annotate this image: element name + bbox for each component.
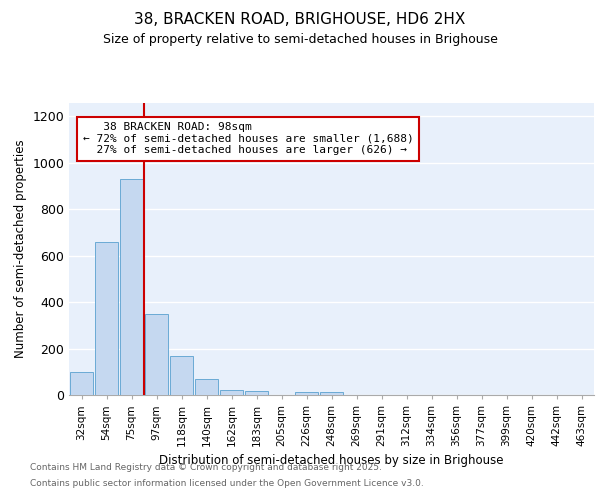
Text: 38 BRACKEN ROAD: 98sqm
← 72% of semi-detached houses are smaller (1,688)
  27% o: 38 BRACKEN ROAD: 98sqm ← 72% of semi-det…: [83, 122, 413, 156]
Text: Size of property relative to semi-detached houses in Brighouse: Size of property relative to semi-detach…: [103, 32, 497, 46]
Bar: [120, 179, 143, 395]
X-axis label: Distribution of semi-detached houses by size in Brighouse: Distribution of semi-detached houses by …: [159, 454, 504, 468]
Bar: [220, 390, 243, 395]
Bar: [95, 242, 118, 395]
Bar: [170, 356, 193, 395]
Text: Contains HM Land Registry data © Crown copyright and database right 2025.: Contains HM Land Registry data © Crown c…: [30, 464, 382, 472]
Bar: [70, 372, 93, 395]
Bar: [245, 392, 268, 395]
Bar: [195, 379, 218, 395]
Y-axis label: Number of semi-detached properties: Number of semi-detached properties: [14, 140, 27, 358]
Bar: [145, 314, 168, 395]
Text: Contains public sector information licensed under the Open Government Licence v3: Contains public sector information licen…: [30, 478, 424, 488]
Text: 38, BRACKEN ROAD, BRIGHOUSE, HD6 2HX: 38, BRACKEN ROAD, BRIGHOUSE, HD6 2HX: [134, 12, 466, 28]
Bar: [320, 392, 343, 395]
Bar: [295, 392, 318, 395]
